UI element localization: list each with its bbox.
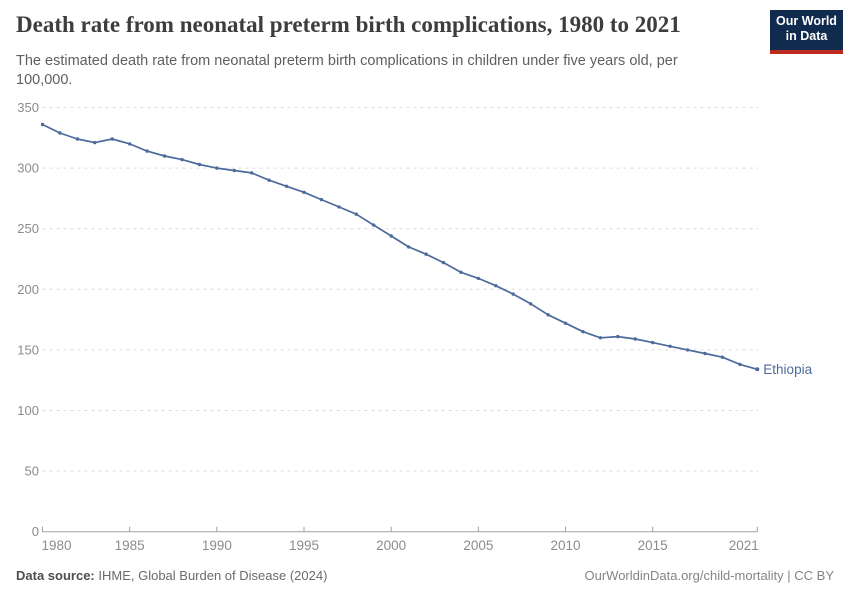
- gridlines: [42, 107, 759, 472]
- data-point: [616, 334, 620, 339]
- data-point: [633, 337, 637, 341]
- data-point: [354, 212, 358, 216]
- data-point: [563, 321, 568, 325]
- data-point: [476, 276, 481, 281]
- chart-footer: Data source: IHME, Global Burden of Dise…: [16, 568, 834, 583]
- owid-logo-stripe: [770, 50, 843, 54]
- svg-text:300: 300: [17, 161, 39, 176]
- svg-text:2015: 2015: [638, 538, 668, 553]
- data-point: [668, 344, 672, 348]
- data-point: [511, 292, 515, 296]
- data-point: [40, 122, 45, 127]
- svg-text:2000: 2000: [376, 538, 406, 553]
- data-point: [720, 355, 725, 359]
- svg-text:1985: 1985: [115, 538, 145, 553]
- data-point: [128, 142, 132, 146]
- data-point: [459, 270, 463, 274]
- owid-logo-line2: in Data: [785, 28, 828, 43]
- data-source-text: IHME, Global Burden of Disease (2024): [94, 568, 328, 583]
- svg-text:150: 150: [17, 342, 39, 357]
- data-point: [267, 178, 271, 182]
- data-point: [685, 348, 690, 352]
- data-point: [145, 149, 149, 153]
- svg-text:350: 350: [17, 100, 39, 115]
- svg-text:1980: 1980: [42, 538, 72, 553]
- chart-subtitle: The estimated death rate from neonatal p…: [16, 53, 678, 89]
- x-axis-labels: 1980 1985 1990 1995 2000 2005 2010 2015 2021: [42, 538, 759, 553]
- data-point: [180, 157, 184, 162]
- series-end-label: Ethiopia: [763, 362, 812, 377]
- data-point: [284, 184, 289, 188]
- data-point: [389, 234, 393, 238]
- data-point: [703, 351, 707, 356]
- data-point: [93, 140, 97, 145]
- svg-text:1995: 1995: [289, 538, 319, 553]
- data-point: [738, 362, 742, 367]
- svg-text:100: 100: [17, 403, 39, 418]
- attribution-link[interactable]: OurWorldinData.org/child-mortality | CC …: [584, 568, 835, 583]
- series-ethiopia: Ethiopia: [40, 122, 813, 377]
- svg-text:250: 250: [17, 221, 39, 236]
- svg-text:2010: 2010: [551, 538, 581, 553]
- data-point: [581, 330, 585, 334]
- data-point: [58, 131, 62, 135]
- data-point: [337, 205, 341, 209]
- data-point: [302, 190, 306, 194]
- data-point: [110, 137, 114, 141]
- data-point: [424, 252, 428, 256]
- data-point: [250, 171, 254, 175]
- page-title: Death rate from neonatal preterm birth c…: [16, 12, 681, 37]
- svg-text:2005: 2005: [463, 538, 493, 553]
- svg-text:50: 50: [25, 464, 39, 479]
- svg-text:1990: 1990: [202, 538, 232, 553]
- data-point: [441, 260, 446, 265]
- data-point: [529, 302, 533, 306]
- data-point: [75, 137, 80, 141]
- svg-text:0: 0: [32, 524, 39, 539]
- y-axis-labels: 0 50 100 150 200 250 300 350: [17, 100, 39, 539]
- data-point: [162, 154, 167, 158]
- svg-text:200: 200: [17, 282, 39, 297]
- data-point: [197, 162, 202, 167]
- data-source: Data source: IHME, Global Burden of Dise…: [16, 568, 327, 583]
- svg-text:2021: 2021: [729, 538, 759, 553]
- owid-logo: Our World in Data: [770, 10, 843, 54]
- owid-logo-line1: Our World: [776, 14, 837, 28]
- data-point: [406, 245, 411, 249]
- data-source-label: Data source:: [16, 568, 95, 583]
- data-point: [372, 223, 376, 227]
- data-point: [651, 340, 655, 345]
- data-point: [232, 168, 236, 173]
- data-point: [755, 367, 760, 372]
- series-line: [41, 123, 759, 371]
- data-point: [546, 313, 550, 317]
- data-point: [598, 336, 603, 340]
- data-point: [494, 284, 498, 288]
- data-point: [319, 197, 324, 202]
- data-point: [215, 166, 219, 170]
- x-axis: [42, 526, 758, 533]
